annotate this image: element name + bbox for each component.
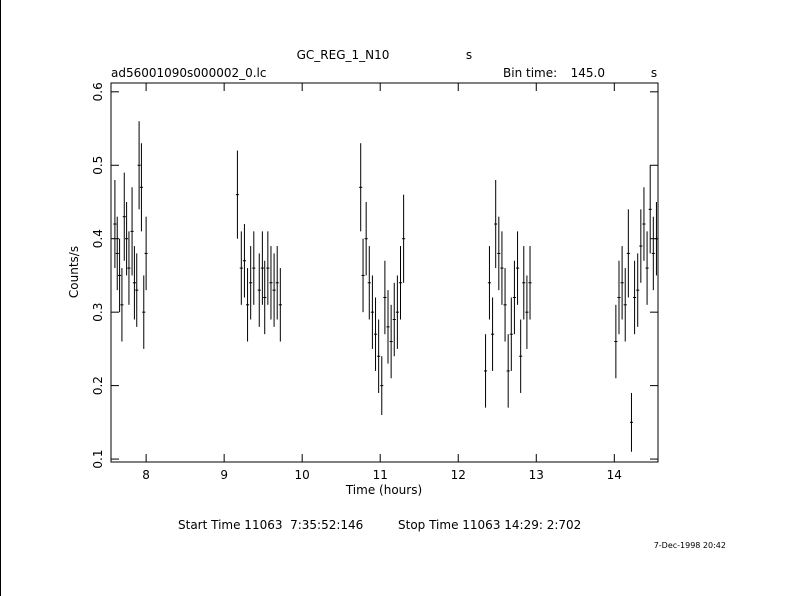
y-tick-label: 0.5: [91, 156, 105, 175]
x-tick-label: 13: [529, 468, 544, 482]
file-name: ad56001090s000002_0.lc: [111, 66, 267, 80]
x-tick-label: 8: [142, 468, 150, 482]
x-tick-label: 11: [373, 468, 388, 482]
x-tick-label: 12: [451, 468, 466, 482]
bin-time-unit: s: [651, 66, 657, 80]
y-tick-label: 0.6: [91, 82, 105, 101]
start-time: Start Time 11063 7:35:52:146: [178, 518, 363, 532]
x-tick-label: 14: [607, 468, 622, 482]
x-tick-label: 10: [295, 468, 310, 482]
y-tick-label: 0.2: [91, 376, 105, 395]
plot-frame: [110, 82, 659, 463]
y-axis-label: Counts/s: [67, 246, 81, 298]
chart-title: GC_REG_1_N10: [297, 48, 390, 62]
y-tick-label: 0.4: [91, 229, 105, 248]
bin-time-value: 145.0: [571, 66, 605, 80]
y-tick-label: 0.3: [91, 303, 105, 322]
stop-time: Stop Time 11063 14:29: 2:702: [398, 518, 581, 532]
bin-time-label: Bin time:: [503, 66, 557, 80]
title-unit: s: [466, 48, 472, 62]
y-tick-label: 0.1: [91, 450, 105, 469]
x-tick-label: 9: [220, 468, 228, 482]
x-axis-label: Time (hours): [345, 483, 422, 497]
date-stamp: 7-Dec-1998 20:42: [654, 541, 726, 550]
